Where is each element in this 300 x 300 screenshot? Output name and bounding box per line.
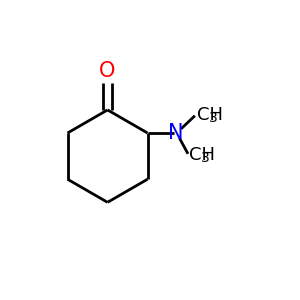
Text: N: N (167, 123, 183, 143)
Text: 3: 3 (209, 111, 218, 125)
Text: O: O (99, 61, 116, 81)
Text: CH: CH (197, 106, 223, 124)
Text: 3: 3 (201, 152, 210, 165)
Text: CH: CH (189, 146, 215, 164)
